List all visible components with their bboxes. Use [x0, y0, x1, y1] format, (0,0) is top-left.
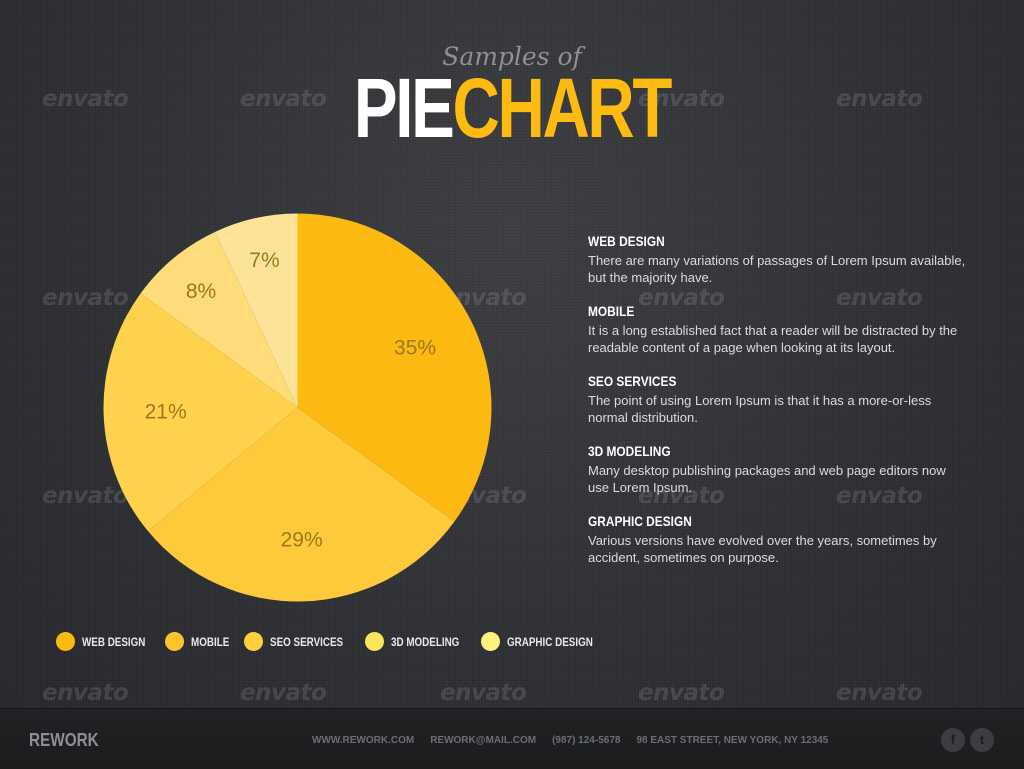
legend-item: 3D MODELING	[365, 632, 464, 651]
description-block: WEB DESIGN There are many variations of p…	[588, 233, 968, 286]
facebook-icon[interactable]: f	[941, 728, 965, 752]
category-descriptions: WEB DESIGN There are many variations of p…	[588, 233, 968, 583]
pie-slice	[148, 407, 455, 602]
page-title: PIECHART	[113, 66, 912, 150]
description-text: Various versions have evolved over the y…	[588, 533, 937, 565]
footer-contacts: WWW.REWORK.COM REWORK@MAIL.COM (987) 124…	[312, 735, 844, 746]
description-title: 3D MODELING	[588, 443, 671, 459]
watermark: envato	[638, 680, 725, 706]
watermark: envato	[836, 680, 923, 706]
pie-slice-label: 7%	[249, 249, 279, 272]
description-text: The point of using Lorem Ipsum is that i…	[588, 393, 932, 425]
page-subtitle: Samples of	[442, 42, 582, 71]
pie-slice-label: 8%	[186, 280, 216, 303]
watermark: envato	[42, 680, 129, 706]
description-block: 3D MODELING Many desktop publishing packa…	[588, 443, 968, 496]
legend-label: 3D MODELING	[391, 634, 460, 649]
chart-legend: WEB DESIGN MOBILE SEO SERVICES 3D MODELING G…	[56, 632, 617, 651]
legend-swatch	[244, 632, 264, 651]
description-title: WEB DESIGN	[588, 233, 665, 249]
pie-chart: 35% 29% 21% 8% 7%	[103, 213, 492, 602]
description-title: MOBILE	[588, 303, 635, 319]
legend-label: GRAPHIC DESIGN	[506, 634, 593, 649]
description-block: MOBILE It is a long established fact that…	[588, 303, 968, 356]
footer-brand: REWORK	[29, 730, 99, 750]
footer: REWORK WWW.REWORK.COM REWORK@MAIL.COM (9…	[0, 708, 1024, 769]
footer-email-link[interactable]: REWORK@MAIL.COM	[430, 735, 537, 746]
legend-item: MOBILE	[165, 632, 230, 651]
legend-swatch	[56, 632, 75, 651]
pie-slice-label: 21%	[145, 401, 187, 424]
watermark: envato	[240, 680, 327, 706]
description-text: There are many variations of passages of…	[588, 253, 966, 285]
pie-slice	[297, 213, 492, 522]
watermark: envato	[440, 680, 527, 706]
pie-slice	[214, 213, 298, 408]
description-block: GRAPHIC DESIGN Various versions have evol…	[588, 513, 968, 566]
pie-slice-label: 29%	[281, 528, 323, 551]
legend-label: WEB DESIGN	[82, 634, 146, 649]
pie-slice-label: 35%	[394, 337, 436, 360]
legend-swatch	[165, 632, 185, 651]
legend-swatch	[365, 632, 385, 651]
footer-address: 98 EAST STREET, NEW YORK, NY 12345	[636, 735, 829, 746]
description-title: GRAPHIC DESIGN	[588, 513, 692, 529]
legend-item: WEB DESIGN	[56, 632, 149, 651]
legend-swatch	[480, 632, 500, 651]
description-text: It is a long established fact that a rea…	[588, 323, 958, 355]
twitter-icon[interactable]: t	[970, 728, 994, 752]
footer-website-link[interactable]: WWW.REWORK.COM	[312, 735, 415, 746]
description-title: SEO SERVICES	[588, 373, 677, 389]
legend-label: MOBILE	[191, 634, 230, 649]
title-part-white: PIE	[353, 61, 455, 155]
footer-phone: (987) 124-5678	[552, 735, 621, 746]
legend-item: SEO SERVICES	[244, 632, 349, 651]
legend-item: GRAPHIC DESIGN	[480, 632, 602, 651]
description-block: SEO SERVICES The point of using Lorem Ips…	[588, 373, 968, 426]
legend-label: SEO SERVICES	[270, 634, 344, 649]
description-text: Many desktop publishing packages and web…	[588, 463, 946, 495]
pie-slice	[103, 293, 298, 532]
title-part-yellow: CHART	[452, 61, 673, 155]
pie-slice	[140, 231, 298, 408]
